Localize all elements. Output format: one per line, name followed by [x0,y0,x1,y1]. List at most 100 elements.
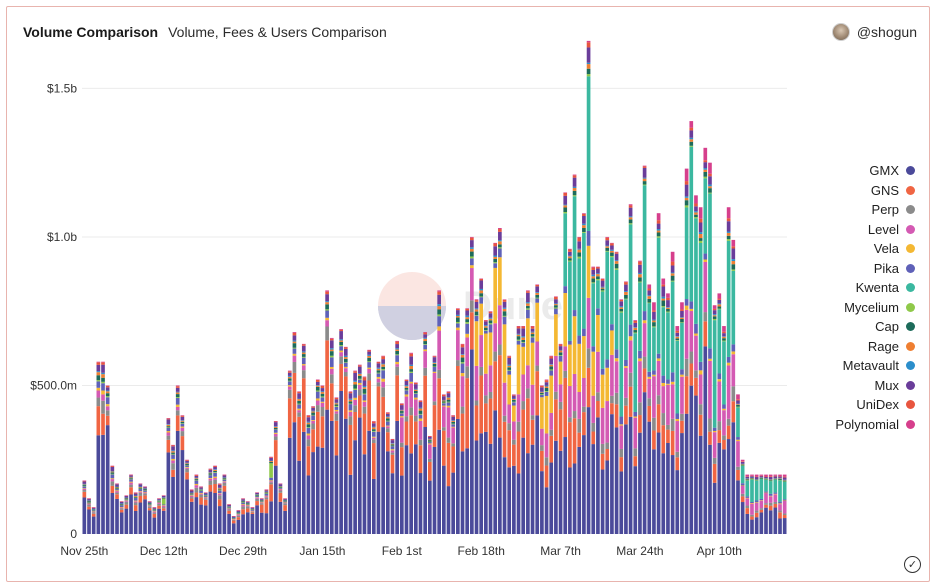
bar-segment-gns[interactable] [680,420,684,434]
bar-segment-perp[interactable] [600,443,605,454]
bar-segment-mycelium[interactable] [269,463,273,478]
bar-segment-kwenta[interactable] [759,478,764,499]
bar-segment-vela[interactable] [759,500,764,501]
bar-segment-gmx[interactable] [329,420,334,534]
bar-segment-vela[interactable] [745,497,750,499]
bar-segment-vela[interactable] [194,483,199,486]
bar-segment-mycelium[interactable] [759,478,764,480]
bar-segment-metavault[interactable] [717,303,722,305]
bar-segment-pika[interactable] [614,349,619,359]
bar-segment-mycelium[interactable] [334,405,339,407]
bar-segment-gns[interactable] [507,430,512,468]
bar-segment-level[interactable] [428,444,432,459]
bar-segment-mux[interactable] [782,477,787,480]
bar-segment-cap[interactable] [708,188,712,193]
bar-segment-pika[interactable] [87,502,91,504]
bar-segment-mycelium[interactable] [740,465,745,466]
bar-segment-metavault[interactable] [516,333,521,335]
bar-segment-gmx[interactable] [484,431,488,534]
bar-segment-gns[interactable] [390,454,395,474]
bar-segment-mycelium[interactable] [773,479,778,480]
bar-segment-perp[interactable] [231,519,236,521]
bar-segment-mycelium[interactable] [250,509,255,511]
bar-segment-polynomial[interactable] [278,483,283,485]
bar-segment-perp[interactable] [610,395,614,404]
bar-segment-rage[interactable] [273,426,278,428]
bar-segment-vela[interactable] [544,395,549,434]
bar-segment-rage[interactable] [446,397,451,400]
bar-segment-gns[interactable] [329,383,334,421]
bar-segment-polynomial[interactable] [680,302,684,310]
bar-segment-gmx[interactable] [647,421,652,534]
bar-segment-mycelium[interactable] [652,326,656,328]
bar-segment-pika[interactable] [736,437,740,440]
bar-segment-mycelium[interactable] [110,473,115,475]
bar-segment-rage[interactable] [348,399,353,402]
bar-segment-pika[interactable] [371,431,376,437]
bar-segment-unidex[interactable] [750,475,754,477]
bar-segment-mux[interactable] [357,366,362,374]
bar-segment-mux[interactable] [675,332,680,337]
bar-segment-mux[interactable] [404,381,409,386]
bar-segment-gns[interactable] [395,375,399,421]
bar-segment-cap[interactable] [329,351,334,356]
bar-segment-perp[interactable] [353,405,357,412]
bar-segment-mycelium[interactable] [371,430,376,432]
bar-segment-mycelium[interactable] [642,184,647,186]
bar-segment-level[interactable] [353,399,357,406]
bar-segment-perp[interactable] [437,369,441,379]
bar-segment-unidex[interactable] [423,332,427,335]
bar-segment-gns[interactable] [255,501,259,506]
bar-segment-polynomial[interactable] [376,361,381,363]
bar-segment-metavault[interactable] [311,410,315,412]
bar-segment-gmx[interactable] [287,437,292,534]
bar-segment-vela[interactable] [175,404,180,407]
bar-segment-level[interactable] [362,401,367,407]
bar-segment-gmx[interactable] [269,501,273,534]
bar-segment-cap[interactable] [339,341,343,346]
bar-segment-gns[interactable] [736,469,740,481]
bar-segment-polynomial[interactable] [638,260,642,262]
bar-segment-metavault[interactable] [203,494,208,496]
bar-segment-level[interactable] [152,511,157,513]
bar-segment-mycelium[interactable] [666,311,670,313]
bar-segment-gns[interactable] [273,440,278,466]
bar-segment-cap[interactable] [385,418,390,421]
bar-segment-perp[interactable] [241,506,245,510]
bar-segment-metavault[interactable] [540,391,544,393]
bar-segment-unidex[interactable] [754,476,759,478]
bar-segment-vela[interactable] [540,397,544,429]
bar-segment-rage[interactable] [292,341,297,344]
bar-segment-rage[interactable] [418,408,423,411]
bar-segment-gns[interactable] [157,505,161,509]
bar-segment-kwenta[interactable] [764,479,768,492]
bar-segment-gns[interactable] [222,485,227,492]
bar-segment-level[interactable] [203,497,208,499]
bar-segment-perp[interactable] [661,413,666,426]
bar-segment-metavault[interactable] [689,137,694,140]
bar-segment-mux[interactable] [652,311,656,320]
bar-segment-rage[interactable] [423,338,427,342]
bar-segment-rage[interactable] [675,336,680,339]
bar-segment-level[interactable] [750,503,754,515]
bar-segment-vela[interactable] [530,342,535,385]
bar-segment-gns[interactable] [642,368,647,393]
bar-segment-pika[interactable] [227,507,231,509]
bar-segment-cap[interactable] [549,366,554,370]
bar-segment-level[interactable] [572,373,577,412]
bar-segment-mycelium[interactable] [712,318,717,321]
bar-segment-mycelium[interactable] [353,388,357,390]
bar-segment-rage[interactable] [488,318,493,321]
bar-segment-perp[interactable] [759,508,764,510]
bar-segment-gns[interactable] [540,450,544,472]
bar-segment-metavault[interactable] [582,223,586,226]
bar-segment-pika[interactable] [591,346,596,352]
bar-segment-polynomial[interactable] [661,278,666,285]
bar-segment-pika[interactable] [101,383,105,391]
bar-segment-metavault[interactable] [661,296,666,299]
bar-segment-metavault[interactable] [722,336,726,337]
bar-segment-perp[interactable] [301,370,306,379]
bar-segment-gmx[interactable] [773,507,778,534]
bar-segment-mycelium[interactable] [717,308,722,310]
bar-segment-gmx[interactable] [395,420,399,534]
